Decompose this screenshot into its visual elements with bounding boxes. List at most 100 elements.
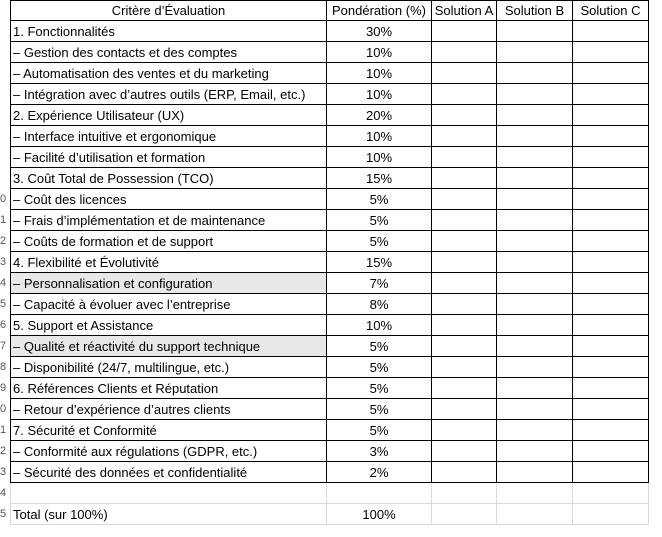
weight-cell[interactable]: 10% xyxy=(326,41,432,63)
solution-a-cell[interactable] xyxy=(431,293,497,315)
weight-cell[interactable]: 5% xyxy=(326,188,432,210)
criterion-cell[interactable]: 6. Références Clients et Réputation xyxy=(10,377,327,399)
weight-cell[interactable]: 100% xyxy=(326,503,432,525)
header-solution-b[interactable]: Solution B xyxy=(496,0,573,21)
solution-b-cell[interactable] xyxy=(496,461,573,483)
solution-c-cell[interactable] xyxy=(572,482,649,504)
solution-a-cell[interactable] xyxy=(431,461,497,483)
solution-b-cell[interactable] xyxy=(496,419,573,441)
solution-c-cell[interactable] xyxy=(572,356,649,378)
solution-c-cell[interactable] xyxy=(572,503,649,525)
solution-a-cell[interactable] xyxy=(431,440,497,462)
solution-c-cell[interactable] xyxy=(572,188,649,210)
solution-b-cell[interactable] xyxy=(496,440,573,462)
criterion-cell[interactable]: – Sécurité des données et confidentialit… xyxy=(10,461,327,483)
solution-a-cell[interactable] xyxy=(431,41,497,63)
solution-b-cell[interactable] xyxy=(496,104,573,126)
weight-cell[interactable]: 5% xyxy=(326,209,432,231)
solution-b-cell[interactable] xyxy=(496,125,573,147)
criterion-cell[interactable]: – Gestion des contacts et des comptes xyxy=(10,41,327,63)
criterion-cell[interactable]: – Coût des licences xyxy=(10,188,327,210)
weight-cell[interactable]: 3% xyxy=(326,440,432,462)
criterion-cell[interactable]: – Intégration avec d’autres outils (ERP,… xyxy=(10,83,327,105)
weight-cell[interactable] xyxy=(326,482,432,504)
weight-cell[interactable]: 2% xyxy=(326,461,432,483)
solution-a-cell[interactable] xyxy=(431,20,497,42)
solution-b-cell[interactable] xyxy=(496,209,573,231)
weight-cell[interactable]: 10% xyxy=(326,62,432,84)
solution-c-cell[interactable] xyxy=(572,251,649,273)
criterion-cell[interactable]: – Retour d’expérience d’autres clients xyxy=(10,398,327,420)
solution-a-cell[interactable] xyxy=(431,188,497,210)
solution-a-cell[interactable] xyxy=(431,209,497,231)
solution-c-cell[interactable] xyxy=(572,83,649,105)
solution-a-cell[interactable] xyxy=(431,398,497,420)
criterion-cell[interactable]: 7. Sécurité et Conformité xyxy=(10,419,327,441)
criterion-cell[interactable]: – Automatisation des ventes et du market… xyxy=(10,62,327,84)
solution-a-cell[interactable] xyxy=(431,419,497,441)
criterion-cell[interactable]: – Conformité aux régulations (GDPR, etc.… xyxy=(10,440,327,462)
solution-c-cell[interactable] xyxy=(572,146,649,168)
header-weight[interactable]: Pondération (%) xyxy=(326,0,432,21)
solution-c-cell[interactable] xyxy=(572,440,649,462)
solution-b-cell[interactable] xyxy=(496,188,573,210)
criterion-cell[interactable]: – Qualité et réactivité du support techn… xyxy=(10,335,327,357)
solution-b-cell[interactable] xyxy=(496,377,573,399)
solution-b-cell[interactable] xyxy=(496,230,573,252)
solution-a-cell[interactable] xyxy=(431,146,497,168)
header-solution-a[interactable]: Solution A xyxy=(431,0,497,21)
criterion-cell[interactable]: – Disponibilité (24/7, multilingue, etc.… xyxy=(10,356,327,378)
weight-cell[interactable]: 5% xyxy=(326,419,432,441)
solution-c-cell[interactable] xyxy=(572,335,649,357)
solution-b-cell[interactable] xyxy=(496,335,573,357)
criterion-cell[interactable]: Total (sur 100%) xyxy=(10,503,327,525)
criterion-cell[interactable]: – Interface intuitive et ergonomique xyxy=(10,125,327,147)
criterion-cell[interactable]: – Frais d’implémentation et de maintenan… xyxy=(10,209,327,231)
solution-c-cell[interactable] xyxy=(572,209,649,231)
solution-a-cell[interactable] xyxy=(431,503,497,525)
weight-cell[interactable]: 10% xyxy=(326,125,432,147)
solution-a-cell[interactable] xyxy=(431,125,497,147)
solution-b-cell[interactable] xyxy=(496,41,573,63)
solution-b-cell[interactable] xyxy=(496,167,573,189)
solution-b-cell[interactable] xyxy=(496,62,573,84)
solution-c-cell[interactable] xyxy=(572,125,649,147)
solution-a-cell[interactable] xyxy=(431,482,497,504)
solution-c-cell[interactable] xyxy=(572,104,649,126)
solution-c-cell[interactable] xyxy=(572,314,649,336)
solution-c-cell[interactable] xyxy=(572,398,649,420)
weight-cell[interactable]: 30% xyxy=(326,20,432,42)
solution-a-cell[interactable] xyxy=(431,251,497,273)
weight-cell[interactable]: 8% xyxy=(326,293,432,315)
solution-c-cell[interactable] xyxy=(572,230,649,252)
weight-cell[interactable]: 10% xyxy=(326,83,432,105)
solution-a-cell[interactable] xyxy=(431,314,497,336)
weight-cell[interactable]: 10% xyxy=(326,314,432,336)
solution-c-cell[interactable] xyxy=(572,377,649,399)
solution-c-cell[interactable] xyxy=(572,20,649,42)
solution-c-cell[interactable] xyxy=(572,272,649,294)
criterion-cell[interactable]: – Coûts de formation et de support xyxy=(10,230,327,252)
solution-b-cell[interactable] xyxy=(496,272,573,294)
solution-a-cell[interactable] xyxy=(431,104,497,126)
criterion-cell[interactable]: 1. Fonctionnalités xyxy=(10,20,327,42)
solution-a-cell[interactable] xyxy=(431,62,497,84)
solution-a-cell[interactable] xyxy=(431,230,497,252)
solution-b-cell[interactable] xyxy=(496,314,573,336)
criterion-cell[interactable]: 4. Flexibilité et Évolutivité xyxy=(10,251,327,273)
solution-c-cell[interactable] xyxy=(572,41,649,63)
header-solution-c[interactable]: Solution C xyxy=(572,0,649,21)
weight-cell[interactable]: 5% xyxy=(326,335,432,357)
weight-cell[interactable]: 15% xyxy=(326,251,432,273)
solution-a-cell[interactable] xyxy=(431,272,497,294)
criterion-cell[interactable]: 2. Expérience Utilisateur (UX) xyxy=(10,104,327,126)
criterion-cell[interactable]: – Capacité à évoluer avec l’entreprise xyxy=(10,293,327,315)
weight-cell[interactable]: 10% xyxy=(326,146,432,168)
solution-a-cell[interactable] xyxy=(431,335,497,357)
weight-cell[interactable]: 20% xyxy=(326,104,432,126)
criterion-cell[interactable]: – Personnalisation et configuration xyxy=(10,272,327,294)
solution-c-cell[interactable] xyxy=(572,419,649,441)
criterion-cell[interactable]: 3. Coût Total de Possession (TCO) xyxy=(10,167,327,189)
solution-b-cell[interactable] xyxy=(496,83,573,105)
weight-cell[interactable]: 5% xyxy=(326,398,432,420)
